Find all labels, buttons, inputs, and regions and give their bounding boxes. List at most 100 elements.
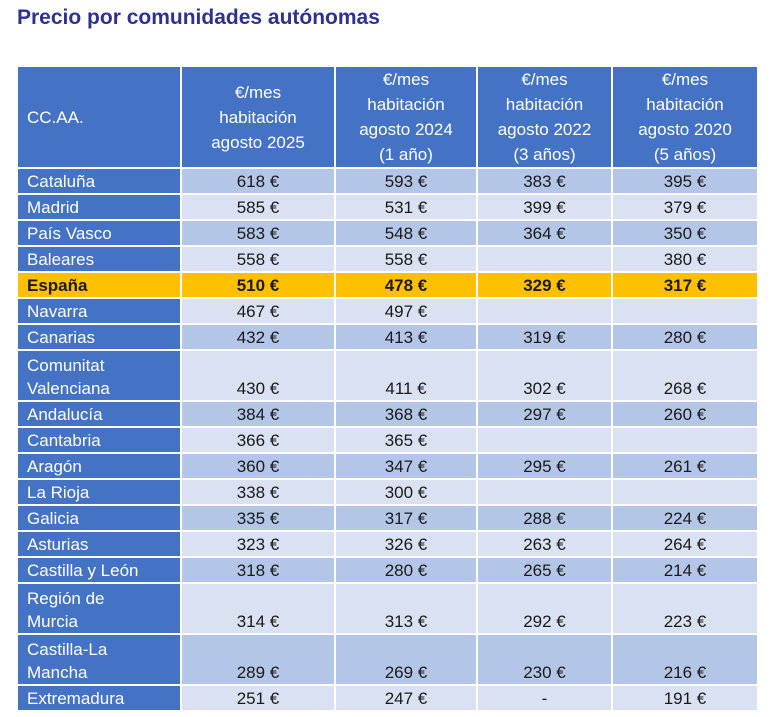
- region-name: Castilla y León: [16, 556, 182, 584]
- value-2020: 380 €: [611, 245, 759, 273]
- value-2020: 191 €: [611, 684, 759, 712]
- value-2025: 583 €: [180, 219, 336, 247]
- value-2020: 264 €: [611, 530, 759, 558]
- value-2022: [476, 478, 613, 506]
- value-2020: [611, 426, 759, 454]
- value-2022: 265 €: [476, 556, 613, 584]
- value-2025: 360 €: [180, 452, 336, 480]
- header-line: (3 años): [513, 145, 576, 164]
- value-2022: 399 €: [476, 193, 613, 221]
- region-name: Cataluña: [16, 167, 182, 195]
- region-name: Región de Murcia: [16, 582, 182, 635]
- value-2025: 335 €: [180, 504, 336, 532]
- value-2024: 247 €: [334, 684, 478, 712]
- table-row: Comunitat Valenciana 430 € 411 € 302 € 2…: [16, 349, 759, 402]
- region-name-line: Región de: [27, 589, 105, 608]
- region-name: Castilla-La Mancha: [16, 633, 182, 686]
- value-2025: 338 €: [180, 478, 336, 506]
- value-2025: 384 €: [180, 400, 336, 428]
- region-name: Madrid: [16, 193, 182, 221]
- region-name: Cantabria: [16, 426, 182, 454]
- region-name: Baleares: [16, 245, 182, 273]
- table-row: Región de Murcia 314 € 313 € 292 € 223 €: [16, 582, 759, 635]
- value-2025: 314 €: [180, 582, 336, 635]
- value-2024: 368 €: [334, 400, 478, 428]
- header-line: €/mes: [521, 70, 568, 89]
- value-2025: 618 €: [180, 167, 336, 195]
- value-2024: 548 €: [334, 219, 478, 247]
- header-line: habitación: [219, 107, 297, 127]
- region-name: Comunitat Valenciana: [16, 349, 182, 402]
- table-row: País Vasco 583 € 548 € 364 € 350 €: [16, 219, 759, 247]
- header-line: €/mes: [661, 70, 709, 89]
- value-2024: 411 €: [334, 349, 478, 402]
- region-name: Galicia: [16, 504, 182, 532]
- table-row: Madrid 585 € 531 € 399 € 379 €: [16, 193, 759, 221]
- value-2020: 280 €: [611, 323, 759, 351]
- region-name: Navarra: [16, 297, 182, 325]
- value-2022: [476, 245, 613, 273]
- value-2025: 318 €: [180, 556, 336, 584]
- value-2025: 510 €: [180, 271, 336, 299]
- header-line: CC.AA.: [27, 107, 84, 127]
- value-2020: [611, 478, 759, 506]
- value-2025: 366 €: [180, 426, 336, 454]
- value-2024: 413 €: [334, 323, 478, 351]
- value-2020: [611, 297, 759, 325]
- table-row: Castilla-La Mancha 289 € 269 € 230 € 216…: [16, 633, 759, 686]
- region-name-line: Valenciana: [27, 379, 110, 398]
- value-2025: 585 €: [180, 193, 336, 221]
- region-name-line: Mancha: [27, 663, 88, 682]
- value-2022: 364 €: [476, 219, 613, 247]
- table-row: Asturias 323 € 326 € 263 € 264 €: [16, 530, 759, 558]
- value-2025: 467 €: [180, 297, 336, 325]
- region-name: Aragón: [16, 452, 182, 480]
- table-row: Extremadura 251 € 247 € - 191 €: [16, 684, 759, 712]
- value-2024: 326 €: [334, 530, 478, 558]
- value-2022: 288 €: [476, 504, 613, 532]
- value-2020: 216 €: [611, 633, 759, 686]
- table-row: Castilla y León 318 € 280 € 265 € 214 €: [16, 556, 759, 584]
- table-row: Canarias 432 € 413 € 319 € 280 €: [16, 323, 759, 351]
- table-row: Navarra 467 € 497 €: [16, 297, 759, 325]
- value-2022: [476, 297, 613, 325]
- value-2022: 292 €: [476, 582, 613, 635]
- table-row: La Rioja 338 € 300 €: [16, 478, 759, 506]
- value-2025: 289 €: [180, 633, 336, 686]
- region-name: Extremadura: [16, 684, 182, 712]
- header-line: (5 años): [653, 145, 717, 164]
- value-2022: 263 €: [476, 530, 613, 558]
- header-row: CC.AA. €/mes habitación agosto 2025 €/me…: [16, 65, 759, 169]
- value-2025: 432 €: [180, 323, 336, 351]
- value-2022: 297 €: [476, 400, 613, 428]
- region-name: Canarias: [16, 323, 182, 351]
- value-2024: 317 €: [334, 504, 478, 532]
- header-line: agosto 2020: [638, 120, 732, 139]
- value-2022: 302 €: [476, 349, 613, 402]
- table-row: Cantabria 366 € 365 €: [16, 426, 759, 454]
- value-2020: 395 €: [611, 167, 759, 195]
- value-2024: 313 €: [334, 582, 478, 635]
- region-name-line: Murcia: [27, 612, 79, 631]
- value-2020: 350 €: [611, 219, 759, 247]
- price-table: CC.AA. €/mes habitación agosto 2025 €/me…: [16, 65, 759, 712]
- value-2024: 269 €: [334, 633, 478, 686]
- header-line: habitación: [646, 95, 724, 114]
- region-name-line: Castilla-La: [27, 640, 108, 659]
- region-name: La Rioja: [16, 478, 182, 506]
- value-2025: 251 €: [180, 684, 336, 712]
- table-row-spain: España 510 € 478 € 329 € 317 €: [16, 271, 759, 299]
- region-name-line: Comunitat: [27, 356, 105, 375]
- value-2025: 323 €: [180, 530, 336, 558]
- value-2024: 347 €: [334, 452, 478, 480]
- header-2022: €/mes habitación agosto 2022 (3 años): [476, 65, 613, 169]
- value-2022: 329 €: [476, 271, 613, 299]
- value-2024: 593 €: [334, 167, 478, 195]
- value-2022: 319 €: [476, 323, 613, 351]
- value-2024: 497 €: [334, 297, 478, 325]
- value-2022: 383 €: [476, 167, 613, 195]
- value-2024: 300 €: [334, 478, 478, 506]
- table-row: Galicia 335 € 317 € 288 € 224 €: [16, 504, 759, 532]
- value-2020: 224 €: [611, 504, 759, 532]
- value-2020: 379 €: [611, 193, 759, 221]
